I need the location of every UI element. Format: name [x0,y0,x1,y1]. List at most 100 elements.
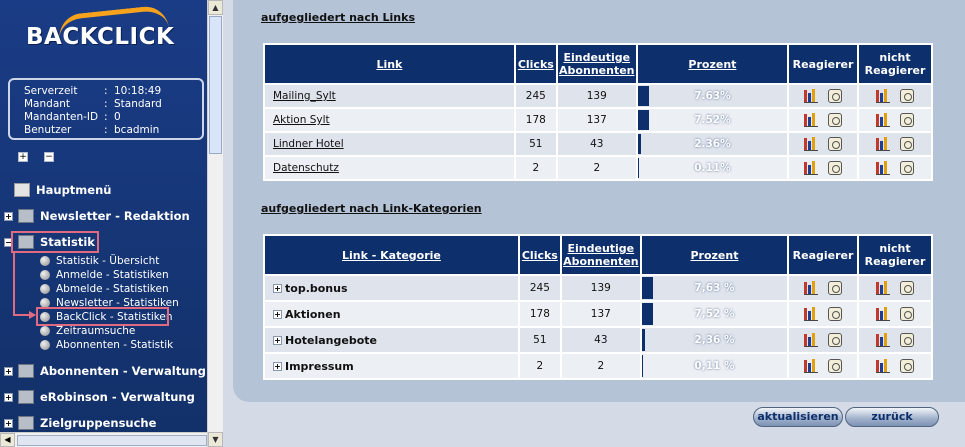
bar-chart-icon[interactable] [876,113,890,127]
expand-all-button[interactable]: + [18,152,28,162]
col-percent[interactable]: Prozent [639,234,790,276]
document-face-icon[interactable] [900,333,915,347]
document-face-icon[interactable] [828,333,843,347]
link-cell[interactable]: Datenschutz [263,155,516,181]
session-info-box: Serverzeit:10:18:49 Mandant: Standard Man… [8,78,204,140]
link-cell[interactable]: Mailing_Sylt [263,83,516,109]
category-cell[interactable]: + top.bonus [263,274,520,302]
document-face-icon[interactable] [900,359,915,373]
link-cell[interactable]: Lindner Hotel [263,131,516,157]
nav-label: Zielgruppensuche [40,416,157,430]
bullet-icon [40,311,50,322]
refresh-button[interactable]: aktualisieren [753,407,843,427]
sidebar-item-abmelde[interactable]: Abmelde - Statistiken [40,282,169,295]
category-cell[interactable]: + Hotelangebote [263,326,520,354]
nav-zielgruppensuche[interactable]: + Zielgruppensuche [0,414,156,432]
document-face-icon[interactable] [828,89,843,103]
category-cell[interactable]: + Impressum [263,352,520,380]
expand-icon[interactable]: + [273,283,282,293]
collapse-all-button[interactable]: − [44,152,54,162]
document-face-icon[interactable] [900,137,914,151]
bar-chart-icon[interactable] [804,113,819,127]
document-face-icon[interactable] [900,307,915,321]
bar-chart-icon[interactable] [804,359,819,373]
back-button[interactable]: zurück [845,407,939,427]
document-face-icon[interactable] [900,281,915,295]
scroll-thumb[interactable] [17,435,207,446]
link-name[interactable]: Aktion Sylt [273,114,330,126]
bar-chart-icon[interactable] [804,333,819,347]
nav-newsletter-redaktion[interactable]: + Newsletter - Redaktion [0,207,190,225]
category-cell[interactable]: + Aktionen [263,300,520,328]
react-icons [789,359,857,373]
clicks-cell: 51 [517,326,562,354]
link-name[interactable]: Mailing_Sylt [273,90,336,102]
link-cell[interactable]: Aktion Sylt [263,107,516,133]
expand-icon[interactable]: + [4,366,13,376]
document-face-icon[interactable] [828,307,843,321]
document-face-icon[interactable] [828,113,843,127]
col-link-category[interactable]: Link - Kategorie [263,234,520,276]
scroll-up-icon[interactable]: ▲ [208,0,223,15]
expand-icon[interactable]: + [273,335,282,345]
col-clicks[interactable]: Clicks [513,43,558,85]
main-content: aufgegliedert nach Links Link Clicks Ein… [223,0,965,447]
document-face-icon[interactable] [828,161,843,175]
category-name[interactable]: Aktionen [285,307,341,321]
document-face-icon[interactable] [900,113,914,127]
scroll-left-icon[interactable]: ◀ [0,433,15,447]
col-unique[interactable]: Eindeutige Abonnenten [559,234,642,276]
sidebar-item-backclick-statistiken[interactable]: BackClick - Statistiken [40,310,173,323]
sidebar-item-zeitraumsuche[interactable]: Zeitraumsuche [40,324,135,337]
col-percent[interactable]: Prozent [635,43,790,85]
document-face-icon[interactable] [828,281,843,295]
percent-value: 7,52 % [694,308,735,320]
link-name[interactable]: Lindner Hotel [273,138,344,150]
nav-label: Statistik [40,235,95,249]
bar-chart-icon[interactable] [804,281,819,295]
document-face-icon[interactable] [828,137,843,151]
bar-chart-icon[interactable] [876,333,891,347]
bar-chart-icon[interactable] [876,161,890,175]
percent-value: 7.63% [694,90,731,102]
link-name[interactable]: Datenschutz [273,162,339,174]
col-link[interactable]: Link [263,43,516,85]
expand-icon[interactable]: + [4,392,13,402]
nav-abonnenten-verwaltung[interactable]: + Abonnenten - Verwaltung [0,362,206,380]
bar-chart-icon[interactable] [876,137,890,151]
bar-chart-icon[interactable] [876,359,891,373]
bar-chart-icon[interactable] [876,281,891,295]
bar-chart-icon[interactable] [804,89,819,103]
col-unique[interactable]: Eindeutige Abonnenten [555,43,638,85]
col-clicks[interactable]: Clicks [517,234,562,276]
bar-chart-icon[interactable] [804,161,819,175]
bar-chart-icon[interactable] [876,307,891,321]
expand-icon[interactable]: + [273,309,282,319]
sidebar-item-newsletter-statistiken[interactable]: Newsletter - Statistiken [40,296,179,309]
sidebar-item-abonnenten-statistik[interactable]: Abonnenten - Statistik [40,338,173,351]
vertical-scrollbar[interactable]: ▲ ▼ [207,0,223,447]
expand-icon[interactable]: + [4,418,13,428]
document-face-icon[interactable] [900,161,914,175]
sidebar-item-statistik-uebersicht[interactable]: Statistik - Übersicht [40,254,159,267]
nav-hauptmenu[interactable]: Hauptmenü [14,181,111,199]
expand-icon[interactable]: + [273,361,282,371]
nav-erobinson-verwaltung[interactable]: + eRobinson - Verwaltung [0,388,195,406]
document-face-icon[interactable] [828,359,843,373]
scroll-thumb[interactable] [209,16,222,154]
bar-chart-icon[interactable] [804,137,819,151]
category-name[interactable]: top.bonus [285,281,348,295]
category-name[interactable]: Hotelangebote [285,333,377,347]
percent-bar [637,158,639,178]
percent-cell: 7.52% [635,107,790,133]
nonreact-cell [857,155,933,181]
expand-icon[interactable]: + [4,211,13,221]
document-face-icon[interactable] [900,89,914,103]
bar-chart-icon[interactable] [876,89,890,103]
horizontal-scrollbar[interactable]: ◀ [0,432,207,447]
nav-statistik[interactable]: − Statistik [0,233,95,251]
sidebar-item-anmelde[interactable]: Anmelde - Statistiken [40,268,169,281]
category-name[interactable]: Impressum [285,359,354,373]
bar-chart-icon[interactable] [804,307,819,321]
scroll-down-icon[interactable]: ▼ [208,432,223,447]
